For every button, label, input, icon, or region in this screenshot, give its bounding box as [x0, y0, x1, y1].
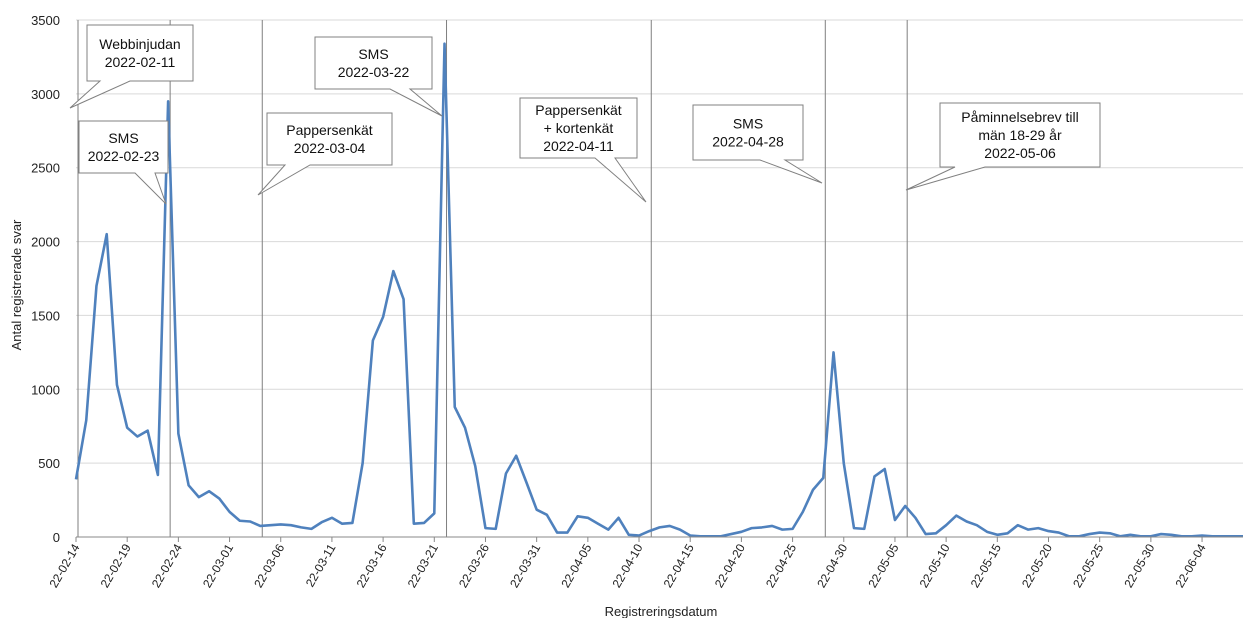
callout-text: män 18-29 år — [978, 127, 1062, 143]
y-axis-ticks: 0 500 1000 1500 2000 2500 3000 3500 — [31, 13, 60, 545]
callout-text: 2022-02-23 — [88, 148, 160, 164]
event-lines — [77, 20, 908, 537]
callout-text: Påminnelsebrev till — [961, 109, 1079, 125]
callout-text: Pappersenkät — [286, 122, 373, 138]
x-tick-label: 22-03-16 — [354, 541, 390, 590]
callout-box — [692, 104, 823, 184]
callout-text: 2022-04-28 — [712, 134, 784, 150]
callout-text: SMS — [108, 130, 138, 146]
callout-text: Webbinjudan — [99, 36, 180, 52]
x-tick-label: 22-04-05 — [558, 541, 594, 590]
x-tick-label: 22-03-26 — [456, 541, 492, 590]
annotation-callout: Pappersenkät 2022-03-04 — [257, 112, 393, 196]
y-tick-label: 2500 — [31, 161, 60, 176]
callout-text: SMS — [733, 116, 763, 132]
x-tick-label: 22-02-19 — [98, 541, 134, 590]
annotation-callout: Webbinjudan 2022-02-11 — [69, 24, 194, 109]
callout-text: 2022-03-22 — [338, 64, 410, 80]
y-tick-label: 1000 — [31, 382, 60, 397]
x-tick-label: 22-05-05 — [865, 541, 901, 590]
x-tick-label: 22-03-01 — [200, 541, 236, 590]
callout-box — [257, 112, 393, 196]
annotation-callout: SMS 2022-02-23 — [78, 120, 169, 205]
callout-text: + kortenkät — [544, 120, 614, 136]
x-tick-label: 22-03-21 — [405, 541, 441, 590]
y-tick-label: 3000 — [31, 87, 60, 102]
x-tick-label: 22-05-10 — [917, 541, 953, 590]
callout-text: SMS — [358, 46, 388, 62]
x-tick-label: 22-04-15 — [661, 541, 697, 590]
x-tick-label: 22-05-25 — [1070, 541, 1106, 590]
x-tick-label: 22-04-20 — [712, 541, 748, 590]
callout-box — [905, 102, 1101, 191]
y-axis-title: Antal registrerade svar — [9, 219, 24, 350]
callout-text: 2022-05-06 — [984, 145, 1056, 161]
x-tick-label: 22-06-04 — [1173, 541, 1209, 590]
callout-box — [314, 36, 443, 117]
x-tick-label: 22-05-15 — [968, 541, 1004, 590]
callout-text: Pappersenkät — [535, 102, 622, 118]
y-tick-label: 2000 — [31, 235, 60, 250]
x-tick-label: 22-05-30 — [1121, 541, 1157, 590]
x-tick-label: 22-04-30 — [814, 541, 850, 590]
x-tick-label: 22-03-31 — [507, 541, 543, 590]
annotations: Webbinjudan 2022-02-11 SMS 2022-02-23 Papper… — [69, 24, 1101, 205]
y-tick-label: 1500 — [31, 308, 60, 323]
annotation-callout: Pappersenkät + kortenkät 2022-04-11 — [519, 97, 647, 203]
annotation-callout: SMS 2022-03-22 — [314, 36, 443, 117]
y-tick-label: 3500 — [31, 13, 60, 28]
callout-box — [78, 120, 169, 205]
callout-text: 2022-03-04 — [294, 140, 366, 156]
callout-text: 2022-02-11 — [105, 54, 176, 70]
y-tick-label: 500 — [38, 456, 60, 471]
x-axis-ticks: 22-02-14 22-02-19 22-02-24 22-03-01 22-03-06… — [46, 537, 1209, 590]
y-tick-label: 0 — [53, 530, 60, 545]
x-tick-label: 22-03-06 — [251, 541, 287, 590]
gridlines — [76, 19, 1243, 464]
annotation-callout: SMS 2022-04-28 — [692, 104, 823, 184]
x-tick-label: 22-03-11 — [303, 541, 339, 589]
x-tick-label: 22-02-14 — [46, 541, 82, 590]
x-tick-label: 22-02-24 — [149, 541, 185, 590]
x-tick-label: 22-05-20 — [1019, 541, 1055, 590]
x-axis-title: Registreringsdatum — [605, 604, 718, 618]
callout-box — [69, 24, 194, 109]
series-line — [74, 42, 1243, 538]
annotation-callout: Påminnelsebrev till män 18-29 år 2022-05-0… — [905, 102, 1101, 191]
callout-box — [519, 97, 647, 203]
x-tick-label: 22-04-25 — [763, 541, 799, 590]
callout-text: 2022-04-11 — [543, 138, 614, 154]
x-tick-label: 22-04-10 — [609, 541, 645, 590]
